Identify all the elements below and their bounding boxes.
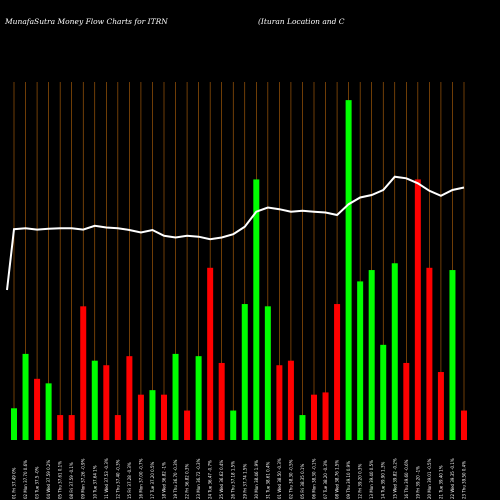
volume-bar [437, 372, 444, 440]
volume-bar [230, 410, 237, 440]
x-tick-label: 02 Mon 37.70 0.6% [23, 460, 28, 499]
x-tick-label: 07 Tue 38.20 -0.3% [323, 460, 328, 499]
volume-bar [461, 410, 467, 440]
volume-bar [80, 306, 87, 440]
x-tick-label: 08 Wed 38.76 1.5% [335, 460, 340, 499]
volume-bar [345, 100, 352, 440]
volume-bar [114, 415, 121, 440]
volume-bar [403, 362, 410, 440]
chart-title: MunafaSutra Money Flow Charts for ITRN [4, 17, 168, 26]
volume-bar [184, 410, 191, 440]
x-tick-label: 10 Tue 37.64 1% [92, 465, 97, 499]
volume-bar [126, 356, 133, 440]
volume-bar [368, 270, 375, 440]
volume-bar [11, 408, 17, 440]
x-tick-label: 31 Tue 38.61 0.4% [265, 461, 270, 499]
x-tick-label: 11 Wed 37.53 -0.3% [104, 458, 109, 499]
x-tick-label: 21 Tue 39.40 1% [438, 465, 443, 499]
chart-subtitle: (Ituran Location and C [258, 17, 345, 26]
x-tick-label: 05 Fri 38.35 0.1% [300, 464, 305, 499]
x-tick-label: 18 Wed 36.82 -1% [162, 462, 167, 499]
volume-bar [207, 267, 214, 440]
x-tick-label: 09 Thu 39.10 0.9% [346, 461, 351, 499]
x-tick-label: 02 Thu 38.30 -0.5% [288, 459, 293, 499]
x-tick-label: 19 Thu 36.70 -0.3% [173, 459, 178, 499]
volume-bar [22, 353, 29, 440]
x-tick-label: 22 Wed 39.35 -0.1% [450, 458, 455, 499]
x-tick-label: 24 Tue 36.47 -0.7% [208, 460, 213, 499]
volume-bar [380, 344, 387, 440]
volume-bar [391, 263, 398, 440]
volume-bar [137, 394, 144, 440]
volume-bars [11, 100, 467, 441]
volume-bar [426, 267, 433, 440]
volume-bar [57, 415, 64, 440]
volume-bar [195, 356, 202, 440]
x-tick-label: 14 Tue 39.90 1.3% [381, 461, 386, 499]
x-tick-label: 09 Mon 37.26 -0.9% [81, 458, 86, 499]
volume-bar [161, 394, 167, 440]
x-tick-label: 12 Fri 39.20 0.3% [358, 464, 363, 499]
volume-bar [68, 415, 75, 440]
volume-bar [322, 392, 329, 440]
volume-bar [241, 304, 248, 440]
volume-bar [149, 390, 156, 440]
volume-bar [449, 270, 456, 440]
volume-bar [334, 304, 341, 440]
volume-bar [91, 360, 98, 440]
volume-bar [311, 394, 317, 440]
volume-bar [253, 179, 260, 441]
x-tick-label: 23 Thu 39.50 0.4% [462, 461, 467, 499]
x-tick-label: 01 Fri 37.49 0% [12, 467, 17, 499]
volume-bar [357, 281, 364, 440]
x-tick-label: 01 Wed 38.50 -0.3% [277, 458, 282, 499]
x-tick-label: 15 Wed 39.82 -0.2% [392, 458, 397, 499]
x-tick-label: 03 Tue 37.5 -0% [35, 466, 40, 499]
x-tick-label: 25 Wed 36.62 0.4% [219, 460, 224, 499]
x-tick-labels: 01 Fri 37.49 0% 02 Mon 37.70 0.6% 03 Tue 3… [12, 458, 467, 499]
volume-bar [218, 362, 225, 440]
volume-bar [276, 365, 283, 440]
x-tick-label: 20 Mon 39.01 -0.5% [427, 458, 432, 499]
x-tick-label: 12 Thu 37.40 -0.3% [115, 459, 120, 499]
x-tick-label: 16 Mon 37.00 -0.7% [138, 458, 143, 499]
x-tick-label: 29 Fri 37.74 1.5% [242, 464, 247, 499]
x-tick-label: 16 Thu 39.60 -0.6% [404, 459, 409, 499]
x-tick-label: 22 Fri 36.82 0.3% [185, 464, 190, 499]
volume-bar [414, 179, 421, 441]
volume-bar [172, 353, 179, 440]
x-tick-label: 08 Fri 37.59 -0.1% [69, 462, 74, 499]
x-tick-label: 30 Mon 38.46 1.9% [254, 460, 259, 499]
x-tick-label: 05 Thu 37.61 0.1% [58, 461, 63, 499]
x-tick-label: 04 Wed 37.59 0.2% [46, 460, 51, 499]
price-line [6, 175, 465, 291]
volume-bar [264, 306, 271, 440]
x-tick-label: 19 Fri 39.20 -1% [415, 466, 420, 499]
volume-bar [103, 365, 110, 440]
volume-bar [34, 378, 41, 440]
x-tick-label: 13 Mon 39.40 0.5% [369, 460, 374, 499]
volume-bar [45, 383, 52, 440]
x-tick-label: 06 Mon 38.30 -0.1% [312, 458, 317, 499]
volume-bar [299, 415, 306, 440]
x-tick-label: 23 Mon 36.72 -0.3% [196, 458, 201, 499]
x-tick-label: 15 Fri 37.28 -0.3% [127, 462, 132, 499]
x-tick-label: 26 Thu 37.18 1.5% [231, 461, 236, 499]
x-tick-label: 17 Tue 37.20 0.5% [150, 461, 155, 499]
volume-bar [287, 360, 294, 440]
